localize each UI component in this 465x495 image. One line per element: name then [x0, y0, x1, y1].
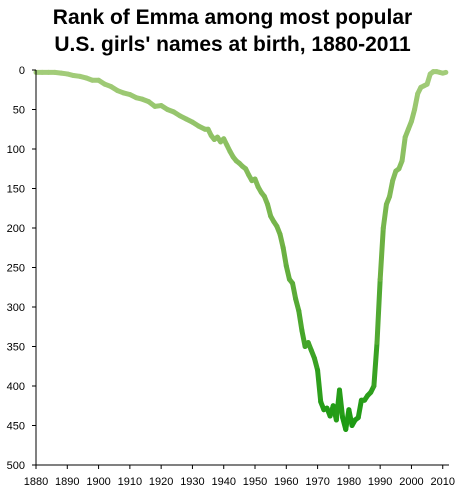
y-tick-label: 200	[7, 223, 25, 235]
x-tick-label: 2010	[431, 476, 455, 488]
x-tick-label: 1970	[305, 476, 329, 488]
chart-title-line-2: U.S. girls' names at birth, 1880-2011	[54, 33, 411, 56]
axes: 0 50 100 150 200 250 300 350 400 450 500 1880 1890 19…	[7, 65, 455, 488]
series-line-layer	[33, 69, 449, 432]
x-tick-label: 1980	[337, 476, 361, 488]
series-line-segment	[315, 367, 324, 405]
series-line-segment	[374, 276, 383, 346]
x-tick-label: 1990	[368, 476, 392, 488]
series-line-segment	[380, 201, 389, 231]
y-tick-label: 500	[7, 460, 25, 472]
y-tick-label: 100	[7, 144, 25, 156]
series-line-segment	[387, 178, 396, 199]
x-tick-label: 1880	[24, 476, 48, 488]
y-tick-label: 150	[7, 184, 25, 196]
x-tick-label: 1890	[55, 476, 79, 488]
y-tick-label: 250	[7, 263, 25, 275]
y-tick-label: 50	[13, 105, 25, 117]
x-tick-label: 1950	[243, 476, 267, 488]
x-tick-label: 1910	[118, 476, 142, 488]
x-tick-label: 2000	[399, 476, 423, 488]
y-tick-label: 400	[7, 381, 25, 393]
series-line-segment	[290, 280, 299, 302]
series-line-segment	[296, 308, 305, 334]
x-tick-label: 1960	[274, 476, 298, 488]
y-tick-label: 350	[7, 342, 25, 354]
x-tick-label: 1940	[211, 476, 235, 488]
series-line-segment	[355, 397, 364, 421]
series-line-segment	[412, 91, 421, 112]
series-line-segment	[377, 225, 386, 282]
series-line-segment	[440, 69, 449, 76]
series-line-segment	[399, 134, 408, 164]
series-line-segment	[336, 387, 346, 421]
chart-title: Rank of Emma among most popular U.S. gir…	[0, 4, 465, 58]
y-tick-label: 300	[7, 302, 25, 314]
series-line-segment	[371, 340, 380, 389]
chart-title-line-1: Rank of Emma among most popular	[52, 6, 413, 29]
y-tick-label: 450	[7, 421, 25, 433]
x-tick-label: 1920	[149, 476, 173, 488]
x-tick-label: 1900	[86, 476, 110, 488]
series-line-segment	[280, 245, 289, 269]
y-tick-label: 0	[19, 65, 25, 77]
x-tick-label: 1930	[180, 476, 204, 488]
